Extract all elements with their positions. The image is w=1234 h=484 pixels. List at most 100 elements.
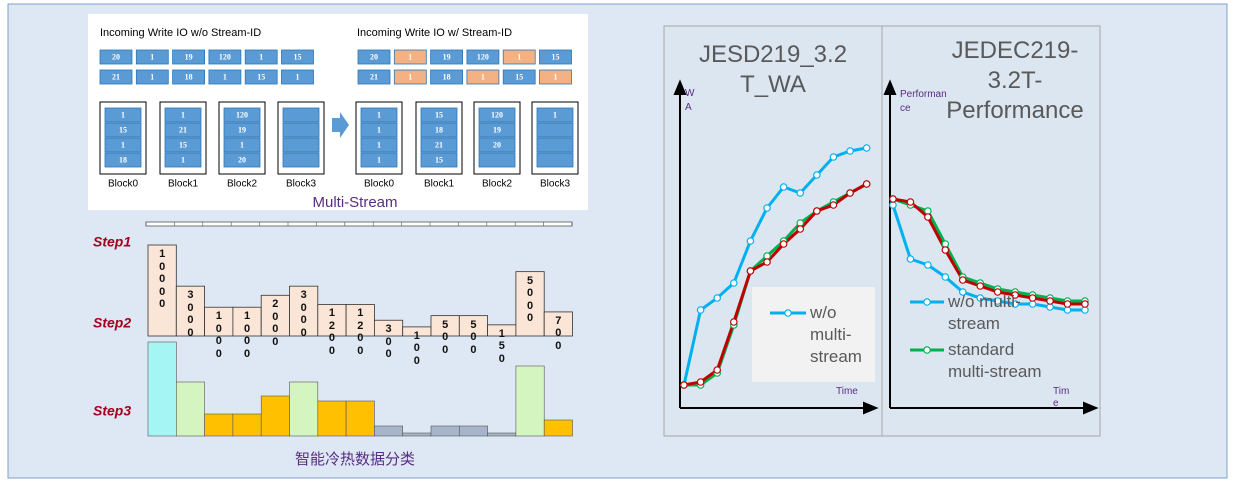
io-box <box>99 69 133 85</box>
io-box <box>244 69 278 85</box>
cell-value: 18 <box>119 155 127 164</box>
block-label: Block3 <box>540 179 570 190</box>
point <box>1063 300 1072 308</box>
x-axis-label: Time <box>836 386 858 397</box>
step-label: Step2 <box>93 315 131 331</box>
tier-bar <box>515 365 545 437</box>
block-cell <box>420 152 458 168</box>
point <box>696 378 705 386</box>
block-label: Block0 <box>108 179 138 190</box>
point <box>779 240 788 248</box>
io-box <box>281 69 314 85</box>
cell-value: 19 <box>238 125 246 134</box>
tier-bar <box>543 419 573 437</box>
io-box <box>99 49 133 65</box>
block-cell <box>536 152 574 168</box>
cell-value: 1 <box>181 155 185 164</box>
point <box>958 288 967 296</box>
bar <box>175 285 206 337</box>
io-value: 19 <box>185 52 193 61</box>
bar-label: 150 <box>498 327 505 365</box>
io-value: 1 <box>408 52 412 61</box>
point <box>941 246 950 254</box>
point <box>1011 300 1019 308</box>
legend-label: w/o multi-stream <box>948 292 1021 333</box>
io-box <box>357 69 391 85</box>
group-title: Incoming Write IO w/ Stream-ID <box>357 27 512 39</box>
point <box>763 204 771 212</box>
block-cell <box>420 107 458 123</box>
caption: 智能冷热数据分类 <box>295 450 415 468</box>
io-value: 20 <box>112 52 120 61</box>
io-value: 1 <box>517 52 521 61</box>
point <box>730 318 738 326</box>
io-value: 120 <box>477 52 489 61</box>
bar-label: 5000 <box>526 274 534 325</box>
io-box <box>172 49 206 65</box>
legend-marker <box>923 298 931 306</box>
block-cell <box>223 137 261 153</box>
legend-marker <box>784 309 792 317</box>
block-cell <box>360 107 398 123</box>
cell-value: 15 <box>119 125 127 134</box>
io-box <box>135 49 169 65</box>
block-cell <box>223 122 261 138</box>
io-value: 15 <box>294 52 302 61</box>
point <box>813 171 821 179</box>
ruler <box>145 221 573 227</box>
block-cell <box>164 137 202 153</box>
bar <box>147 244 177 337</box>
axes <box>673 79 1099 415</box>
bar-label: 500 <box>442 318 449 356</box>
cell-value: 18 <box>435 125 443 134</box>
bar-label: 2000 <box>272 298 279 348</box>
point <box>941 273 950 281</box>
cell-value: 15 <box>435 155 443 164</box>
tier-bar <box>374 425 403 437</box>
y-axis-label: WA <box>685 88 695 113</box>
point <box>924 261 932 269</box>
block-cell <box>282 137 320 153</box>
tier-bar <box>289 381 319 437</box>
block-cell <box>360 137 398 153</box>
point <box>862 144 871 152</box>
block-cell <box>104 107 142 123</box>
tier-bar <box>317 400 347 437</box>
bar <box>260 294 290 337</box>
legend-label: w/o multi-stream <box>810 303 862 366</box>
io-value: 1 <box>481 72 485 81</box>
tier-bar <box>204 413 234 437</box>
block-label: Block1 <box>168 179 198 190</box>
step-label: Step3 <box>93 403 131 419</box>
tier-bar <box>260 395 290 437</box>
io-box <box>502 49 536 65</box>
point <box>924 213 932 221</box>
chart-title: JESD219_3.2 T_WA <box>698 41 848 98</box>
point <box>779 183 788 191</box>
group-title: Incoming Write IO w/o Stream-ID <box>100 27 261 39</box>
cell-value: 21 <box>435 140 443 149</box>
cell-value: 19 <box>493 125 501 134</box>
y-axis-label: Performance <box>900 89 947 114</box>
io-box <box>430 69 464 85</box>
bar <box>317 304 347 337</box>
io-box <box>135 69 169 85</box>
io-value: 20 <box>370 52 378 61</box>
cell-value: 1 <box>377 110 381 119</box>
block-cell <box>478 107 516 123</box>
point <box>1046 297 1054 305</box>
block-cell <box>104 122 142 138</box>
diagram-label: Multi-Stream <box>312 194 397 211</box>
bar-label: 500 <box>470 318 477 356</box>
io-box <box>539 69 572 85</box>
point <box>1081 300 1089 308</box>
io-value: 21 <box>112 72 120 81</box>
cell-value: 120 <box>491 110 503 119</box>
block-cell <box>282 152 320 168</box>
block-cell <box>478 122 516 138</box>
cell-value: 1 <box>377 155 381 164</box>
cell-value: 1 <box>377 125 381 134</box>
bar <box>232 306 262 337</box>
block-label: Block3 <box>286 179 316 190</box>
point <box>713 366 722 374</box>
